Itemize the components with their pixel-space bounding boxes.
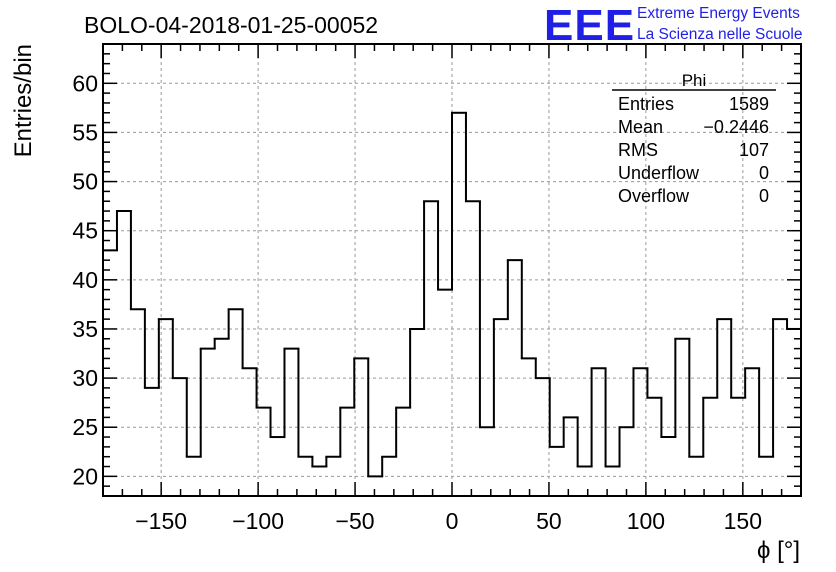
stats-value: 0 (759, 186, 769, 206)
x-tick-label: −150 (135, 508, 187, 534)
stats-title: Phi (682, 71, 707, 90)
y-tick-label: 55 (72, 119, 98, 145)
histogram-chart: BOLO-04-2018-01-25-00052 EEE Extreme Ene… (0, 0, 836, 572)
y-tick-label: 60 (72, 70, 98, 96)
stats-value: 107 (739, 140, 769, 160)
y-tick-label: 50 (72, 169, 98, 195)
logo-line-2: La Scienza nelle Scuole (637, 26, 802, 43)
y-tick-label: 20 (72, 463, 98, 489)
stats-value: 1589 (729, 94, 769, 114)
logo-line-1: Extreme Energy Events (637, 5, 800, 22)
stats-value: 0 (759, 163, 769, 183)
stats-box: Phi Entries 1589 Mean −0.2446 RMS 107 Underflo… (612, 71, 776, 206)
x-tick-label: −100 (232, 508, 284, 534)
x-tick-label: 100 (627, 508, 665, 534)
eee-logo: EEE Extreme Energy Events La Scienza nel… (544, 1, 802, 50)
stats-value: −0.2446 (703, 117, 769, 137)
y-tick-label: 35 (72, 316, 98, 342)
stats-label: Overflow (618, 186, 690, 206)
stats-label: Entries (618, 94, 674, 114)
y-tick-label: 30 (72, 365, 98, 391)
y-tick-label: 40 (72, 267, 98, 293)
stats-label: Underflow (618, 163, 700, 183)
stats-label: Mean (618, 117, 663, 137)
x-tick-label: 50 (536, 508, 562, 534)
stats-rows: Entries 1589 Mean −0.2446 RMS 107 Underflow 0 Ov… (618, 94, 769, 206)
y-axis-ticks: 20 25 30 35 40 45 50 55 60 (72, 44, 801, 496)
y-tick-label: 45 (72, 218, 98, 244)
x-tick-label: −50 (336, 508, 375, 534)
y-tick-label: 25 (72, 414, 98, 440)
y-axis-label: Entries/bin (10, 44, 37, 157)
x-axis-label: ϕ [°] (757, 537, 800, 564)
x-tick-label: 150 (724, 508, 762, 534)
x-tick-label: 0 (446, 508, 459, 534)
chart-title: BOLO-04-2018-01-25-00052 (84, 12, 378, 38)
eee-logo-mark: EEE (544, 1, 635, 50)
stats-label: RMS (618, 140, 658, 160)
